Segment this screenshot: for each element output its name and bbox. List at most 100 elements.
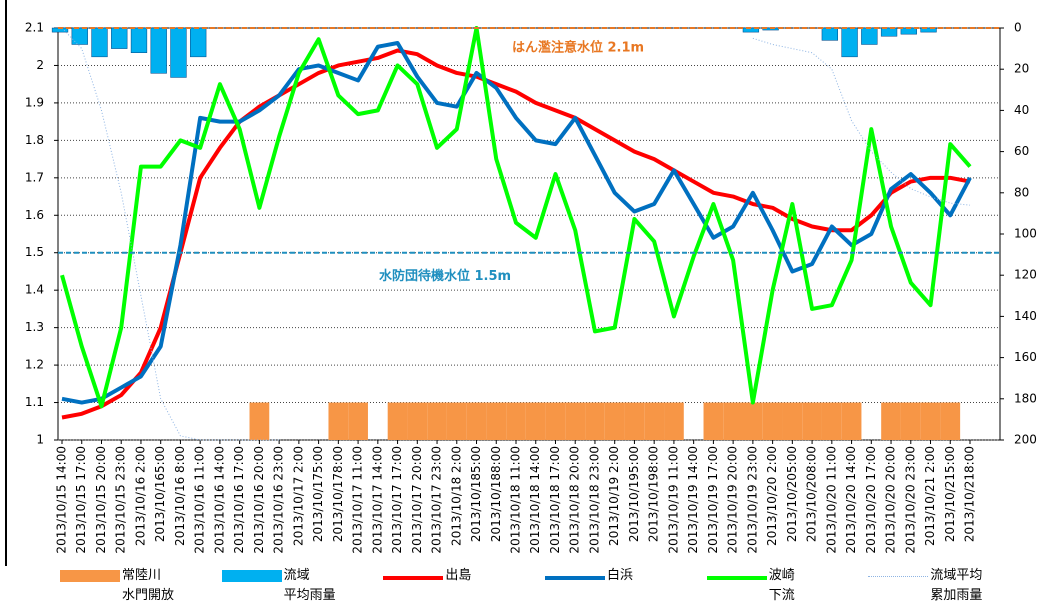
x-tick-label: 2013/10/20 2:00 <box>765 446 779 546</box>
y2-tick-label: 100 <box>1014 227 1037 241</box>
legend-swatch <box>545 576 606 580</box>
x-tick-label: 2013/10/20 11:00 <box>824 446 838 554</box>
bar <box>91 27 108 58</box>
bar <box>387 402 408 440</box>
bar <box>585 402 605 440</box>
bar <box>920 27 937 33</box>
x-tick-label: 2013/10/20 17:00 <box>864 446 878 554</box>
x-tick-label: 2013/10/18 23:00 <box>587 446 601 554</box>
x-tick-label: 2013/10/205:00 <box>785 446 799 542</box>
legend-swatch <box>868 576 929 577</box>
x-tick-label: 2013/10/17 20:00 <box>410 446 424 554</box>
threshold-label: 水防団待機水位 1.5m <box>379 268 511 284</box>
y2-tick-label: 140 <box>1014 309 1037 323</box>
x-tick-label: 2013/10/195:00 <box>627 446 641 542</box>
y2-tick-label: 180 <box>1014 391 1037 405</box>
bar <box>486 402 507 440</box>
x-tick-label: 2013/10/20 23:00 <box>903 446 917 554</box>
legend-item: 出島 <box>383 568 545 606</box>
x-tick-label: 2013/10/17 17:00 <box>390 446 404 554</box>
y2-tick-label: 80 <box>1014 185 1029 199</box>
x-tick-label: 2013/10/178:00 <box>331 446 345 542</box>
legend-item: 常陸川 水門開放 <box>60 568 222 606</box>
legend-label: 常陸川 水門開放 <box>122 568 175 603</box>
y-tick-label: 1.4 <box>25 283 44 297</box>
bar <box>881 402 901 440</box>
x-tick-label: 2013/10/198:00 <box>647 446 661 542</box>
y-tick-label: 1.3 <box>25 320 44 334</box>
y-tick-label: 1.2 <box>25 358 44 372</box>
x-tick-label: 2013/10/18 11:00 <box>509 446 523 554</box>
legend-label: 流域 平均雨量 <box>283 568 336 603</box>
x-tick-label: 2013/10/185:00 <box>469 446 483 542</box>
bar <box>723 402 743 440</box>
legend-swatch <box>706 576 767 580</box>
legend-swatch <box>383 576 444 580</box>
bar <box>71 27 88 45</box>
x-tick-label: 2013/10/16 17:00 <box>232 446 246 554</box>
x-tick-label: 2013/10/208:00 <box>805 446 819 542</box>
legend-label: 出島 <box>445 568 472 583</box>
x-tick-label: 2013/10/17 23:00 <box>430 446 444 554</box>
legend-item: 流域 平均雨量 <box>221 568 384 606</box>
bar <box>880 27 898 37</box>
bar <box>130 27 148 53</box>
bar <box>821 27 838 41</box>
x-tick-label: 2013/10/15 17:00 <box>74 446 88 554</box>
y2-tick-label: 160 <box>1014 350 1037 364</box>
x-tick-label: 2013/10/19 2:00 <box>607 446 621 546</box>
bar <box>506 402 526 440</box>
x-tick-label: 2013/10/17 14:00 <box>370 446 384 554</box>
x-tick-label: 2013/10/19 11:00 <box>666 446 680 554</box>
y-tick-label: 1.9 <box>25 95 44 109</box>
y-tick-label: 1.7 <box>25 170 44 184</box>
bar <box>604 402 625 440</box>
x-tick-label: 2013/10/165:00 <box>153 446 167 542</box>
x-tick-label: 2013/10/17 11:00 <box>351 446 365 554</box>
legend-label: 波崎 下流 <box>768 568 795 603</box>
line <box>60 26 972 409</box>
legend-swatch <box>221 570 282 582</box>
x-tick-label: 2013/10/20 20:00 <box>884 446 898 554</box>
line <box>61 40 972 405</box>
x-tick-label: 2013/10/20 14:00 <box>844 446 858 554</box>
y2-tick-label: 40 <box>1014 103 1029 117</box>
bar <box>900 402 921 440</box>
bar <box>841 27 858 58</box>
x-tick-label: 2013/10/175:00 <box>311 446 325 542</box>
x-tick-label: 2013/10/19 14:00 <box>686 446 700 554</box>
bar <box>940 402 961 440</box>
x-tick-label: 2013/10/18 20:00 <box>568 446 582 554</box>
bar <box>664 402 684 440</box>
bar <box>170 27 187 78</box>
bar <box>743 402 763 440</box>
x-tick-label: 2013/10/21 2:00 <box>923 446 937 546</box>
bar <box>841 402 862 440</box>
x-tick-label: 2013/10/19 20:00 <box>726 446 740 554</box>
x-tick-label: 2013/10/15 23:00 <box>114 446 128 554</box>
x-tick-label: 2013/10/218:00 <box>963 446 977 542</box>
x-tick-label: 2013/10/16 2:00 <box>133 446 147 546</box>
line <box>61 27 971 441</box>
bar <box>407 402 428 440</box>
y-tick-label: 1.8 <box>25 133 44 147</box>
bar <box>427 402 447 440</box>
x-tick-label: 2013/10/19 23:00 <box>745 446 759 554</box>
x-tick-label: 2013/10/16 14:00 <box>212 446 226 554</box>
y2-tick-label: 20 <box>1014 62 1029 76</box>
x-tick-label: 2013/10/17 2:00 <box>291 446 305 546</box>
legend-label: 流域平均 累加雨量 <box>930 568 983 603</box>
y2-tick-label: 120 <box>1014 268 1037 282</box>
legend-item: 流域平均 累加雨量 <box>868 568 1030 606</box>
bar <box>545 402 566 440</box>
bar <box>861 27 878 45</box>
bar <box>190 27 207 58</box>
bar <box>644 402 665 440</box>
y-tick-label: 2 <box>36 58 44 72</box>
legend-item: 白浜 <box>545 568 707 606</box>
bar <box>348 402 368 440</box>
threshold-label: はん濫注意水位 2.1m <box>512 40 644 56</box>
y2-tick-label: 60 <box>1014 144 1029 158</box>
line <box>61 48 971 420</box>
